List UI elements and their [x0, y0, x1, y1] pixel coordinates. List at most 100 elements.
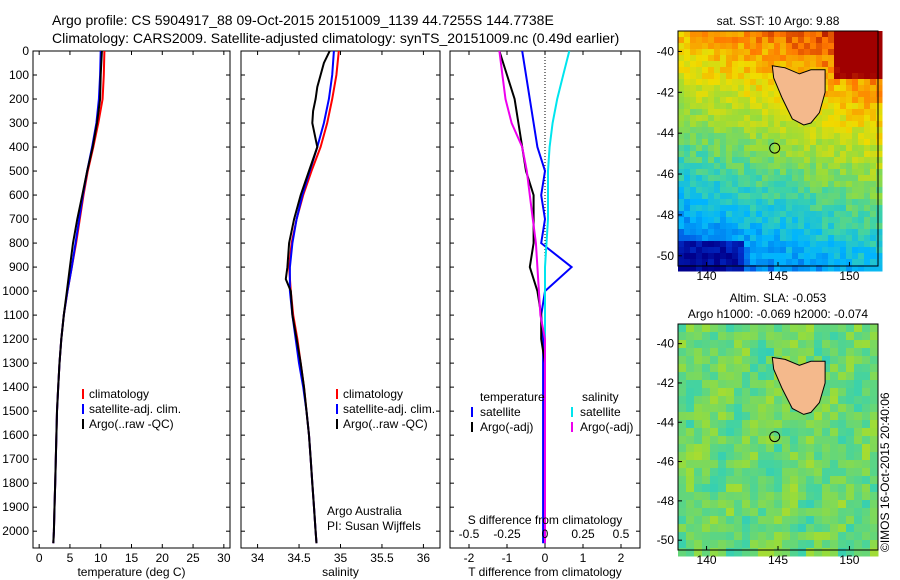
map-cell — [804, 43, 811, 50]
map-cell — [710, 332, 719, 341]
map-cell — [798, 492, 807, 501]
x2-tick-label: -0.25 — [493, 527, 521, 541]
map-cell — [834, 103, 841, 110]
x-tick-label: 10 — [94, 551, 108, 565]
map-cell — [744, 253, 751, 260]
map-cell — [720, 127, 727, 134]
map-cell — [726, 468, 735, 477]
map-cell — [782, 548, 791, 557]
map-cell — [696, 259, 703, 266]
x-tick-label: -2 — [464, 551, 475, 565]
map-cell — [756, 205, 763, 212]
map-cell — [768, 121, 775, 128]
map-cell — [816, 121, 823, 128]
map-cell — [678, 157, 685, 164]
map-cell — [864, 145, 871, 152]
map-cell — [708, 253, 715, 260]
map-cell — [828, 73, 835, 80]
map-cell — [720, 109, 727, 116]
map-cell — [750, 127, 757, 134]
map-cell — [840, 235, 847, 242]
map-cell — [708, 37, 715, 44]
map-cell — [876, 91, 883, 98]
map-cell — [864, 61, 871, 68]
map-cell — [734, 324, 743, 333]
map-cell — [790, 324, 799, 333]
map-cell — [694, 428, 703, 437]
map-cell — [876, 109, 883, 116]
map-cell — [678, 133, 685, 140]
map-cell — [756, 169, 763, 176]
x-tick-label: -1 — [502, 551, 513, 565]
map-cell — [762, 259, 769, 266]
map-cell — [742, 508, 751, 517]
map-cell — [798, 37, 805, 44]
map-cell — [726, 127, 733, 134]
map-cell — [774, 205, 781, 212]
map-cell — [822, 193, 829, 200]
map-cell — [718, 484, 727, 493]
map-cell — [750, 43, 757, 50]
map-cell — [830, 468, 839, 477]
map-cell — [858, 115, 865, 122]
map-cell — [828, 55, 835, 62]
map-cell — [710, 428, 719, 437]
map-cell — [876, 85, 883, 92]
map-cell — [786, 169, 793, 176]
map-cell — [758, 484, 767, 493]
map-cell — [742, 484, 751, 493]
map-cell — [876, 151, 883, 158]
map-cell — [718, 324, 727, 333]
map-cell — [750, 364, 759, 373]
map-cell — [852, 229, 859, 236]
map-cell — [804, 265, 811, 272]
map-cell — [806, 484, 815, 493]
map-cell — [714, 79, 721, 86]
map-cell — [726, 253, 733, 260]
map-y-tick-label: -44 — [657, 126, 675, 140]
map-cell — [718, 540, 727, 549]
map-cell — [834, 115, 841, 122]
map-cell — [854, 324, 863, 333]
map-cell — [750, 396, 759, 405]
map-cell — [708, 49, 715, 56]
map-cell — [806, 476, 815, 485]
map-cell — [756, 109, 763, 116]
map-cell — [686, 484, 695, 493]
map-cell — [702, 127, 709, 134]
map-cell — [708, 61, 715, 68]
map-cell — [774, 348, 783, 357]
map-cell — [732, 217, 739, 224]
map-cell — [726, 404, 735, 413]
map-cell — [774, 49, 781, 56]
map-cell — [862, 516, 871, 525]
panel-frame — [32, 50, 231, 549]
map-cell — [774, 476, 783, 485]
map-cell — [864, 85, 871, 92]
map-cell — [830, 460, 839, 469]
map-cell — [686, 332, 695, 341]
map-cell — [846, 31, 853, 38]
map-cell — [708, 151, 715, 158]
map-cell — [864, 265, 871, 272]
map-cell — [798, 229, 805, 236]
annotation-line: PI: Susan Wijffels — [327, 519, 421, 533]
map-cell — [738, 151, 745, 158]
map-cell — [806, 460, 815, 469]
map-cell — [854, 364, 863, 373]
map-cell — [782, 444, 791, 453]
map-cell — [862, 324, 871, 333]
map-cell — [696, 61, 703, 68]
map-cell — [876, 199, 883, 206]
map-cell — [718, 492, 727, 501]
map-cell — [762, 139, 769, 146]
map-cell — [782, 516, 791, 525]
map-cell — [822, 324, 831, 333]
map-cell — [734, 332, 743, 341]
x-tick-label: 35.5 — [370, 551, 394, 565]
map-cell — [870, 356, 879, 365]
map-cell — [726, 85, 733, 92]
map-cell — [742, 348, 751, 357]
map-cell — [870, 109, 877, 116]
map-cell — [834, 43, 841, 50]
